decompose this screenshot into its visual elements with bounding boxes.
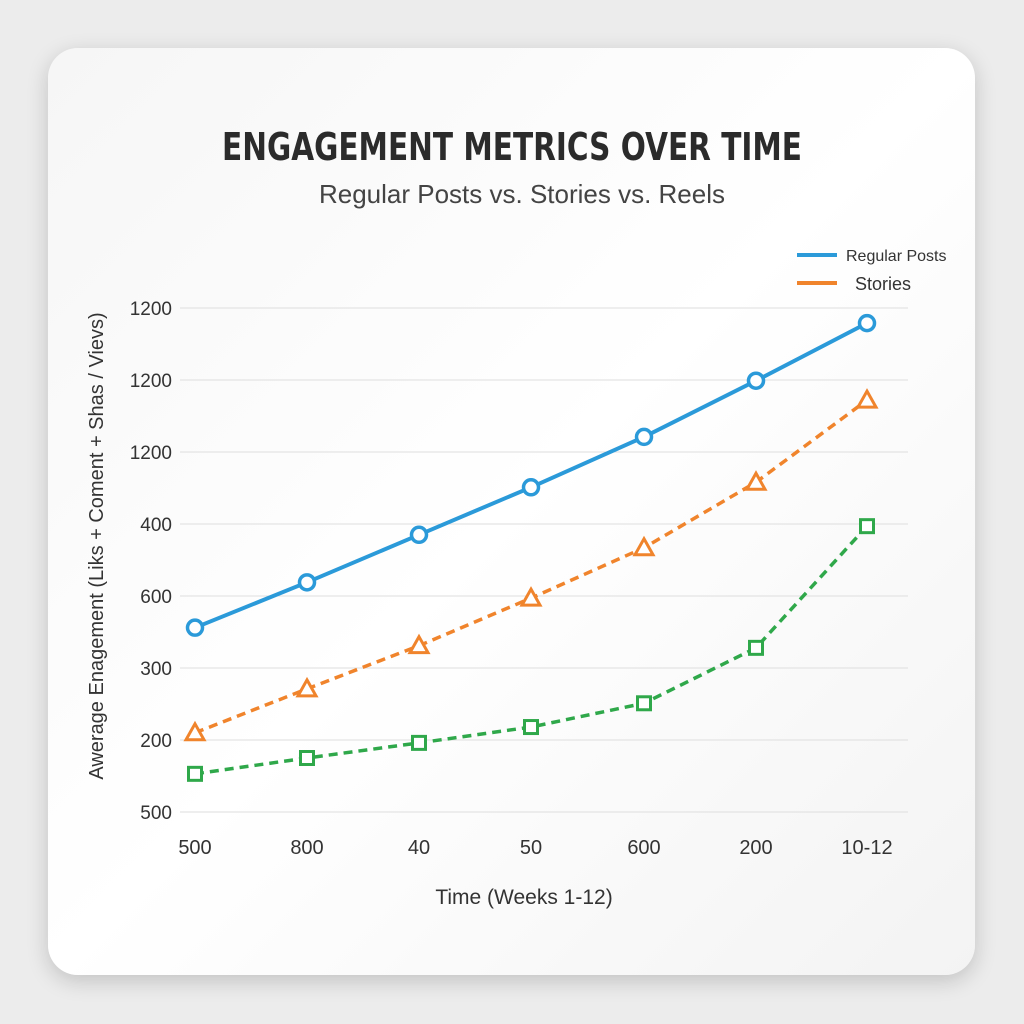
series-series-3 bbox=[187, 518, 875, 782]
legend-label-stories: Stories bbox=[855, 274, 911, 294]
y-tick-label: 300 bbox=[140, 659, 172, 680]
x-tick-label: 200 bbox=[739, 837, 772, 859]
series-line bbox=[194, 398, 869, 735]
chart-title: ENGAGEMENT METRICS OVER TIME bbox=[222, 125, 802, 169]
data-point bbox=[299, 750, 315, 766]
series-line bbox=[194, 524, 869, 776]
data-point bbox=[183, 720, 207, 742]
data-point bbox=[407, 633, 431, 655]
data-point bbox=[185, 618, 205, 637]
x-tick-label: 600 bbox=[627, 837, 660, 859]
data-point bbox=[634, 427, 654, 447]
data-point bbox=[187, 765, 203, 782]
legend-label-regular-posts: Regular Posts bbox=[846, 248, 947, 265]
y-tick-label: 600 bbox=[140, 587, 172, 608]
y-tick-label: 200 bbox=[140, 731, 172, 752]
legend: Regular Posts Stories bbox=[797, 248, 947, 294]
data-point bbox=[746, 371, 766, 390]
y-tick-label: 400 bbox=[140, 515, 172, 536]
data-point bbox=[857, 313, 877, 333]
y-tick-label: 1200 bbox=[130, 371, 172, 392]
data-point bbox=[409, 525, 429, 545]
data-point bbox=[297, 573, 317, 592]
y-axis-label: Awerage Enagement (Liks + Coment + Shas … bbox=[86, 312, 108, 779]
chart-card bbox=[48, 48, 975, 975]
series-line bbox=[194, 321, 868, 630]
data-point bbox=[855, 388, 879, 409]
series-stories bbox=[183, 388, 879, 742]
data-point bbox=[521, 478, 541, 497]
x-tick-label: 50 bbox=[520, 837, 542, 859]
data-point bbox=[411, 734, 427, 751]
x-tick-label: 40 bbox=[408, 837, 430, 859]
chart-subtitle: Regular Posts vs. Stories vs. Reels bbox=[319, 179, 725, 209]
x-tick-label: 800 bbox=[290, 837, 323, 859]
data-point bbox=[295, 676, 319, 698]
x-tick-label: 10-12 bbox=[841, 837, 892, 859]
y-tick-label: 1200 bbox=[130, 299, 172, 320]
series-regular-posts bbox=[185, 313, 877, 637]
y-tick-label: 500 bbox=[140, 803, 172, 824]
data-point bbox=[744, 470, 768, 491]
data-point bbox=[859, 518, 875, 535]
data-point bbox=[519, 586, 543, 607]
data-point bbox=[632, 535, 656, 557]
data-point bbox=[523, 719, 539, 736]
y-tick-label: 1200 bbox=[130, 443, 172, 464]
x-tick-label: 500 bbox=[178, 837, 211, 859]
data-point bbox=[748, 639, 764, 656]
x-axis-label: Time (Weeks 1-12) bbox=[435, 886, 612, 909]
data-point bbox=[636, 695, 652, 712]
